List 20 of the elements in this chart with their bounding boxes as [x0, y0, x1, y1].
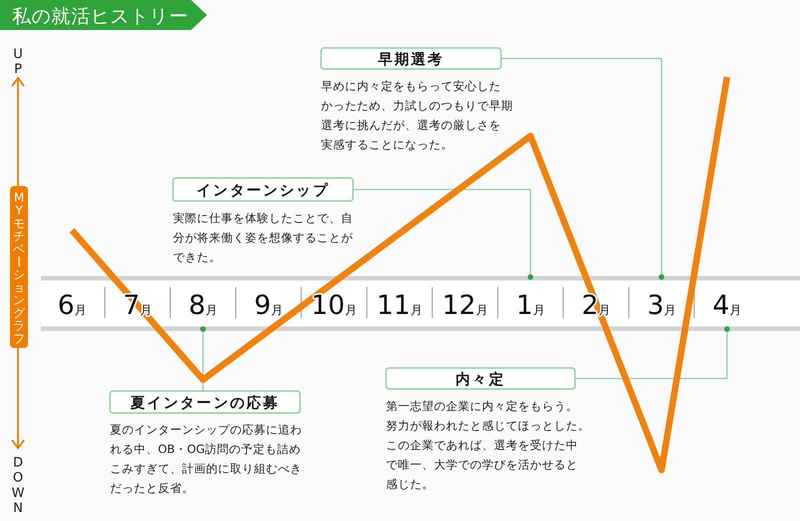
x-tick-label: 11月 [376, 290, 422, 321]
x-tick-label: 10月 [311, 290, 357, 321]
annotation: インターンシップ [196, 182, 330, 199]
annotation: 夏のインターンシップの応募に追われる中、OB・OG訪問の予定も詰めこみすぎて、計画的に取り組むべきだったと反省。 [110, 422, 302, 495]
y-axis-title: MYモチベーショングラフ [11, 190, 26, 346]
annotation: 早めに内々定をもらって安心したかったため、力試しのつもりで早期選考に挑んだが、選考の厳しさを実感することになった。 [321, 79, 513, 152]
chart-title: 私の就活ヒストリー [12, 6, 188, 28]
annotation: 内々定 [456, 370, 506, 388]
x-tick-label: 6月 [58, 290, 86, 321]
x-tick-label: 8月 [188, 290, 218, 321]
annotation: 実際に仕事を体験したことで、自分が将来働く姿を想像することができた。 [173, 211, 354, 264]
annotation: 第一志望の企業に内々定をもらう。努力が報われたと感じてほっとした。この企業であれば、選考を受けた中で唯一、大学での学びを活かせると感じた。 [386, 399, 590, 491]
x-tick-label: 9月 [254, 290, 283, 321]
x-tick-label: 1月 [516, 290, 545, 321]
text: UP [13, 47, 23, 78]
x-tick-label: 3月 [647, 290, 676, 321]
annotation: 夏インターンの応募 [129, 394, 280, 412]
x-tick-label: 4月 [712, 290, 742, 321]
text: 早期選考 [376, 51, 444, 68]
x-tick-label: 12月 [442, 290, 488, 321]
